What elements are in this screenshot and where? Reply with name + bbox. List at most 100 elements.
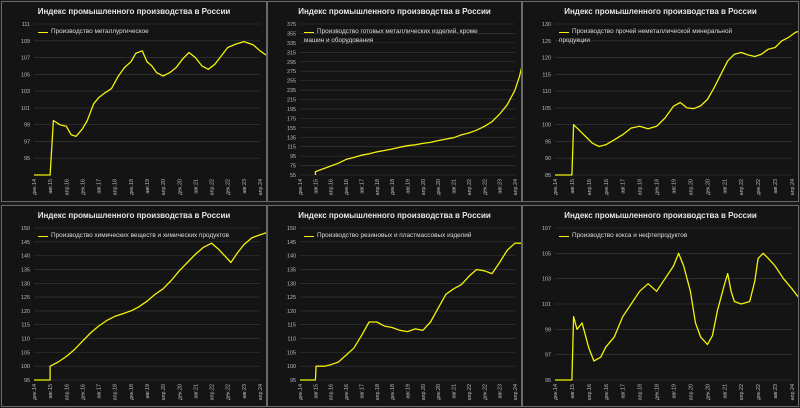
chart-title: Индекс промышленного производства в Росс… (298, 211, 491, 220)
x-tick-label: авг.21 (452, 384, 458, 399)
y-tick-label: 150 (287, 226, 296, 232)
y-tick-label: 215 (287, 98, 296, 104)
y-tick-label: 97 (24, 139, 30, 145)
series-line (34, 232, 266, 381)
legend: Производство прочей неметаллической мине… (559, 28, 759, 45)
y-tick-label: 99 (545, 327, 551, 333)
x-tick-label: дек.22 (756, 179, 762, 195)
x-tick-label: дек.18 (655, 384, 661, 400)
y-tick-label: 275 (287, 69, 296, 75)
x-tick-label: дек.18 (390, 384, 396, 400)
x-tick-label: апр.22 (739, 384, 745, 400)
x-tick-label: дек.22 (756, 384, 762, 400)
y-tick-label: 110 (542, 89, 551, 95)
x-tick-label: апр.16 (64, 179, 70, 195)
y-tick-label: 115 (21, 323, 30, 329)
y-tick-label: 103 (21, 89, 30, 95)
y-tick-label: 140 (21, 254, 30, 260)
x-tick-label: дек.14 (298, 384, 304, 400)
y-tick-label: 101 (542, 302, 551, 308)
x-tick-label: авг.23 (242, 384, 248, 399)
chart-svg: 375 355 335 315 295 275 255 235 215 195 175 155 135 1… (287, 22, 521, 195)
x-tick-label: апр.16 (587, 179, 593, 195)
legend-label: Производство металлургическое (51, 28, 149, 35)
y-tick-label: 130 (542, 22, 551, 28)
chart-title: Индекс промышленного производства в Росс… (564, 211, 757, 220)
x-tick-label: дек.20 (177, 179, 183, 195)
y-tick-label: 97 (545, 353, 551, 359)
y-tick-label: 195 (287, 107, 296, 113)
x-tick-label: авг.23 (773, 384, 779, 399)
y-tick-label: 130 (21, 281, 30, 287)
y-tick-label: 95 (24, 156, 30, 162)
x-tick-label: дек.16 (604, 384, 610, 400)
y-tick-label: 100 (287, 364, 296, 370)
series-line (555, 252, 798, 381)
x-tick-label: дек.14 (553, 384, 559, 400)
x-tick-label: апр.22 (467, 179, 473, 195)
legend: Производство кокса и нефтепродуктов (559, 232, 749, 241)
y-tick-label: 120 (21, 309, 30, 315)
series-line (314, 67, 521, 175)
legend-label: Производство резиновых и пластмассовых и… (317, 232, 472, 239)
x-tick-label: дек.18 (390, 179, 396, 195)
x-tick-label: дек.18 (655, 179, 661, 195)
y-tick-label: 103 (542, 277, 551, 283)
x-tick-label: дек.16 (344, 384, 350, 400)
x-tick-label: апр.20 (688, 384, 694, 400)
x-tick-label: дек.20 (705, 384, 711, 400)
y-tick-label: 375 (287, 22, 296, 28)
y-tick-label: 155 (287, 126, 296, 132)
legend-swatch (38, 31, 48, 33)
y-tick-label: 107 (542, 226, 551, 232)
x-tick-label: дек.14 (298, 179, 304, 195)
x-tick-label: авг.17 (97, 384, 103, 399)
y-tick-label: 140 (287, 254, 296, 260)
y-tick-label: 85 (545, 173, 551, 179)
chart-panel: Индекс промышленного производства в Росс… (522, 205, 799, 407)
x-tick-label: апр.18 (375, 179, 381, 195)
x-tick-label: дек.18 (129, 384, 135, 400)
chart-title: Индекс промышленного производства в Росс… (37, 211, 231, 220)
y-tick-label: 115 (287, 323, 296, 329)
x-tick-label: апр.18 (113, 384, 119, 400)
series-line (34, 40, 266, 176)
legend-label: Производство химических веществ и химиче… (51, 232, 230, 239)
legend: Производство готовых металлических издел… (304, 28, 494, 45)
x-tick-label: апр.20 (421, 384, 427, 400)
x-tick-label: апр.20 (161, 179, 167, 195)
y-tick-label: 295 (287, 60, 296, 66)
y-tick-label: 115 (287, 145, 296, 151)
x-tick-label: авг.21 (193, 384, 199, 399)
x-tick-label: апр.24 (258, 384, 264, 400)
y-tick-label: 100 (21, 364, 30, 370)
y-tick-label: 95 (545, 378, 551, 384)
y-tick-label: 95 (290, 154, 296, 160)
chart-svg: 15014514013513012512011511010510095дек.1… (287, 226, 521, 400)
y-tick-label: 125 (21, 295, 30, 301)
x-tick-label: авг.15 (48, 179, 54, 194)
x-tick-label: дек.20 (705, 179, 711, 195)
chart-panel: Индекс промышленного производства в Росс… (1, 205, 267, 407)
y-tick-label: 315 (287, 50, 296, 56)
y-tick-label: 109 (21, 39, 30, 45)
x-tick-label: дек.14 (32, 384, 38, 400)
x-tick-label: апр.16 (64, 384, 70, 400)
y-tick-label: 145 (21, 240, 30, 246)
x-tick-label: апр.18 (638, 179, 644, 195)
x-tick-label: авг.21 (193, 179, 199, 194)
x-tick-label: авг.23 (498, 179, 504, 194)
x-tick-label: дек.16 (604, 179, 610, 195)
y-tick-label: 235 (287, 88, 296, 94)
legend-swatch (559, 31, 569, 33)
x-tick-label: авг.15 (570, 179, 576, 194)
x-tick-label: дек.22 (482, 384, 488, 400)
series-line (555, 30, 798, 176)
x-tick-label: апр.20 (421, 179, 427, 195)
legend-swatch (559, 235, 569, 237)
x-tick-label: дек.14 (553, 179, 559, 195)
legend-swatch (304, 31, 314, 33)
series-line (300, 242, 521, 381)
